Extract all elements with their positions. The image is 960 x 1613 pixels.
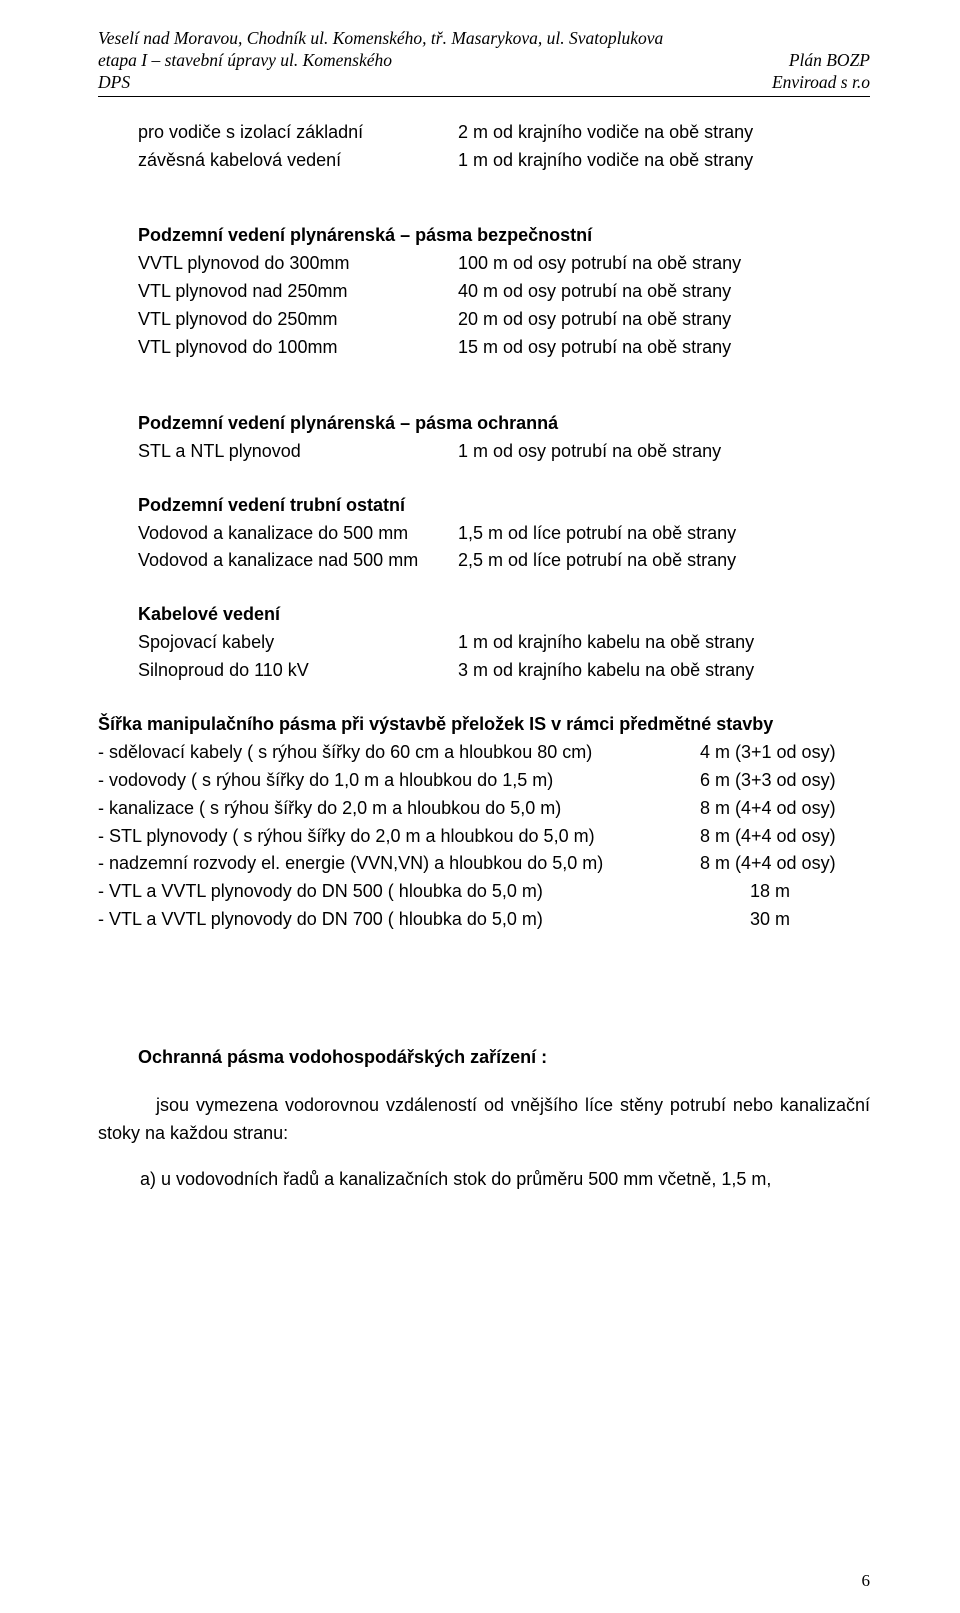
sirka-row-5: - VTL a VVTL plynovody do DN 500 ( hloub… — [98, 878, 870, 906]
body-content: pro vodiče s izolací základní 2 m od kra… — [98, 119, 870, 685]
sirka-row-2-l: - kanalizace ( s rýhou šířky do 2,0 m a … — [98, 795, 680, 823]
plyn-bezp-row-1-l: VTL plynovod nad 250mm — [138, 278, 458, 306]
kabel-heading: Kabelové vedení — [138, 601, 870, 629]
plyn-ochr-row-l: STL a NTL plynovod — [138, 438, 458, 466]
trubni-row-1-l: Vodovod a kanalizace nad 500 mm — [138, 547, 458, 575]
sirka-row-4-r: 8 m (4+4 od osy) — [680, 850, 870, 878]
plyn-bezp-row-3-r: 15 m od osy potrubí na obě strany — [458, 334, 870, 362]
sirka-row-6-r: 30 m — [680, 906, 870, 934]
sirka-row-6: - VTL a VVTL plynovody do DN 700 ( hloub… — [98, 906, 870, 934]
plyn-bezp-row-1: VTL plynovod nad 250mm 40 m od osy potru… — [138, 278, 870, 306]
kabel-row-0-r: 1 m od krajního kabelu na obě strany — [458, 629, 870, 657]
header-line3-left: DPS — [98, 72, 130, 94]
intro-row-1: pro vodiče s izolací základní 2 m od kra… — [138, 119, 870, 147]
trubni-row-0-r: 1,5 m od líce potrubí na obě strany — [458, 520, 870, 548]
plyn-bezp-row-0-r: 100 m od osy potrubí na obě strany — [458, 250, 870, 278]
plyn-bezp-heading: Podzemní vedení plynárenská – pásma bezp… — [138, 222, 870, 250]
header-line2-left: etapa I – stavební úpravy ul. Komenského — [98, 50, 392, 72]
plyn-bezp-row-1-r: 40 m od osy potrubí na obě strany — [458, 278, 870, 306]
sirka-row-2-r: 8 m (4+4 od osy) — [680, 795, 870, 823]
sirka-row-4: - nadzemní rozvody el. energie (VVN,VN) … — [98, 850, 870, 878]
kabel-row-1-l: Silnoproud do 110 kV — [138, 657, 458, 685]
vodohos-item-a: a) u vodovodních řadů a kanalizačních st… — [98, 1166, 870, 1194]
plyn-ochr-row: STL a NTL plynovod 1 m od osy potrubí na… — [138, 438, 870, 466]
sirka-row-3-l: - STL plynovody ( s rýhou šířky do 2,0 m… — [98, 823, 680, 851]
sirka-row-0: - sdělovací kabely ( s rýhou šířky do 60… — [98, 739, 870, 767]
trubni-row-0: Vodovod a kanalizace do 500 mm 1,5 m od … — [138, 520, 870, 548]
plyn-bezp-row-2-r: 20 m od osy potrubí na obě strany — [458, 306, 870, 334]
sirka-block: Šířka manipulačního pásma při výstavbě p… — [98, 711, 870, 934]
sirka-row-1: - vodovody ( s rýhou šířky do 1,0 m a hl… — [98, 767, 870, 795]
sirka-row-5-r: 18 m — [680, 878, 870, 906]
kabel-row-0-l: Spojovací kabely — [138, 629, 458, 657]
plyn-bezp-row-3: VTL plynovod do 100mm 15 m od osy potrub… — [138, 334, 870, 362]
intro-row-1-left: pro vodiče s izolací základní — [138, 119, 458, 147]
header-line2-right: Plán BOZP — [789, 50, 870, 72]
plyn-bezp-row-2-l: VTL plynovod do 250mm — [138, 306, 458, 334]
intro-row-2: závěsná kabelová vedení 1 m od krajního … — [138, 147, 870, 175]
page-number: 6 — [862, 1571, 871, 1591]
vodohos-para-block: jsou vymezena vodorovnou vzdáleností od … — [98, 1092, 870, 1194]
sirka-row-5-l: - VTL a VVTL plynovody do DN 500 ( hloub… — [98, 878, 680, 906]
header-line3-right: Enviroad s r.o — [772, 72, 870, 94]
trubni-heading: Podzemní vedení trubní ostatní — [138, 492, 870, 520]
vodohos-heading: Ochranná pásma vodohospodářských zařízen… — [138, 1044, 870, 1072]
intro-row-2-left: závěsná kabelová vedení — [138, 147, 458, 175]
kabel-row-1: Silnoproud do 110 kV 3 m od krajního kab… — [138, 657, 870, 685]
intro-row-2-right: 1 m od krajního vodiče na obě strany — [458, 147, 870, 175]
sirka-row-0-l: - sdělovací kabely ( s rýhou šířky do 60… — [98, 739, 680, 767]
plyn-ochr-heading: Podzemní vedení plynárenská – pásma ochr… — [138, 410, 870, 438]
plyn-ochr-row-r: 1 m od osy potrubí na obě strany — [458, 438, 870, 466]
plyn-bezp-row-0-l: VVTL plynovod do 300mm — [138, 250, 458, 278]
plyn-bezp-row-2: VTL plynovod do 250mm 20 m od osy potrub… — [138, 306, 870, 334]
page-header: Veselí nad Moravou, Chodník ul. Komenské… — [98, 28, 870, 94]
sirka-row-0-r: 4 m (3+1 od osy) — [680, 739, 870, 767]
kabel-row-0: Spojovací kabely 1 m od krajního kabelu … — [138, 629, 870, 657]
plyn-bezp-row-0: VVTL plynovod do 300mm 100 m od osy potr… — [138, 250, 870, 278]
trubni-row-1: Vodovod a kanalizace nad 500 mm 2,5 m od… — [138, 547, 870, 575]
sirka-row-6-l: - VTL a VVTL plynovody do DN 700 ( hloub… — [98, 906, 680, 934]
sirka-row-1-l: - vodovody ( s rýhou šířky do 1,0 m a hl… — [98, 767, 680, 795]
trubni-row-1-r: 2,5 m od líce potrubí na obě strany — [458, 547, 870, 575]
trubni-row-0-l: Vodovod a kanalizace do 500 mm — [138, 520, 458, 548]
sirka-row-4-l: - nadzemní rozvody el. energie (VVN,VN) … — [98, 850, 680, 878]
header-line-3: DPS Enviroad s r.o — [98, 72, 870, 94]
sirka-row-3: - STL plynovody ( s rýhou šířky do 2,0 m… — [98, 823, 870, 851]
header-line-1: Veselí nad Moravou, Chodník ul. Komenské… — [98, 28, 870, 50]
intro-row-1-right: 2 m od krajního vodiče na obě strany — [458, 119, 870, 147]
kabel-row-1-r: 3 m od krajního kabelu na obě strany — [458, 657, 870, 685]
sirka-row-1-r: 6 m (3+3 od osy) — [680, 767, 870, 795]
sirka-heading: Šířka manipulačního pásma při výstavbě p… — [98, 711, 870, 739]
plyn-bezp-row-3-l: VTL plynovod do 100mm — [138, 334, 458, 362]
page: Veselí nad Moravou, Chodník ul. Komenské… — [0, 0, 960, 1613]
header-title-line1: Veselí nad Moravou, Chodník ul. Komenské… — [98, 28, 663, 50]
header-rule — [98, 96, 870, 97]
sirka-row-3-r: 8 m (4+4 od osy) — [680, 823, 870, 851]
sirka-row-2: - kanalizace ( s rýhou šířky do 2,0 m a … — [98, 795, 870, 823]
vodohos-para: jsou vymezena vodorovnou vzdáleností od … — [98, 1092, 870, 1148]
vodohos-block: Ochranná pásma vodohospodářských zařízen… — [98, 1044, 870, 1072]
header-line-2: etapa I – stavební úpravy ul. Komenského… — [98, 50, 870, 72]
